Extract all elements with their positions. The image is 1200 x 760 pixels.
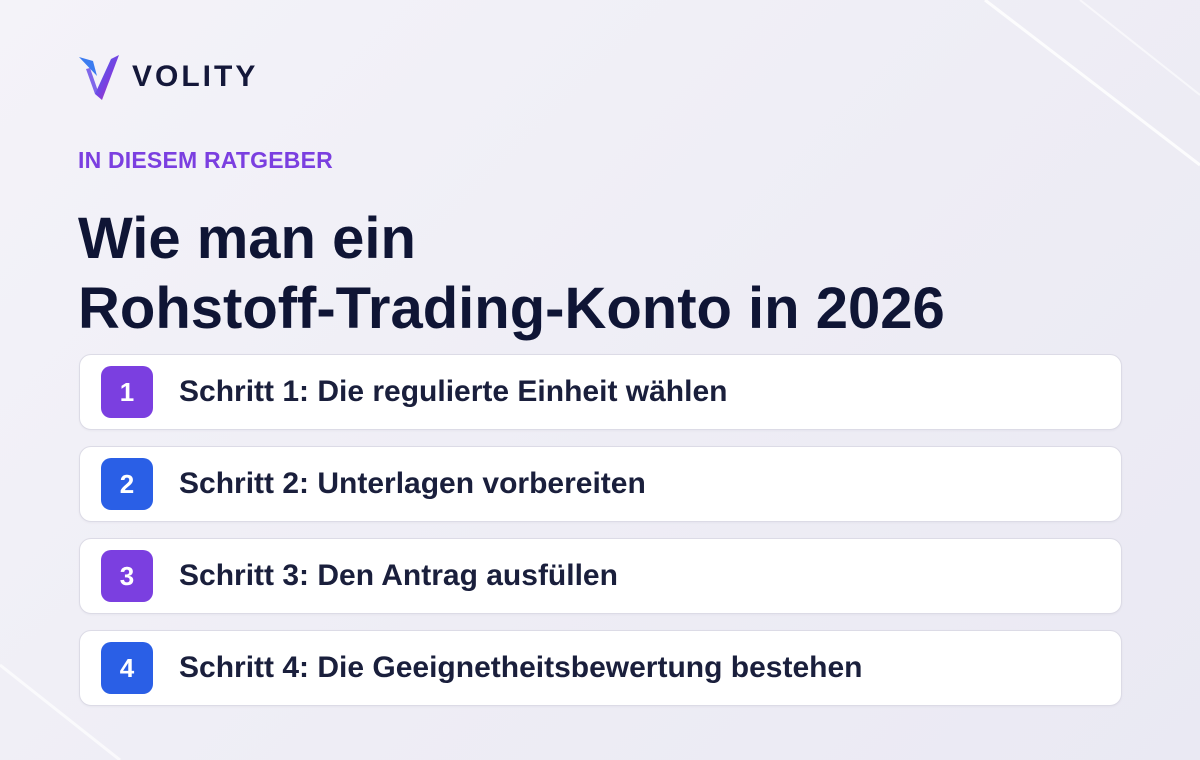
- step-item-2[interactable]: 2 Schritt 2: Unterlagen vorbereiten: [79, 446, 1122, 522]
- step-label: Schritt 3: Den Antrag ausfüllen: [179, 559, 618, 592]
- step-number-badge: 3: [101, 550, 153, 602]
- step-item-4[interactable]: 4 Schritt 4: Die Geeignetheitsbewertung …: [79, 630, 1122, 706]
- step-number-badge: 2: [101, 458, 153, 510]
- step-label: Schritt 2: Unterlagen vorbereiten: [179, 467, 646, 500]
- brand-name: VOLITY: [132, 60, 259, 93]
- brand-logo[interactable]: VOLITY: [78, 54, 258, 100]
- steps-list: 1 Schritt 1: Die regulierte Einheit wähl…: [79, 354, 1122, 722]
- section-eyebrow: IN DIESEM RATGEBER: [78, 147, 333, 173]
- step-item-1[interactable]: 1 Schritt 1: Die regulierte Einheit wähl…: [79, 354, 1122, 430]
- step-number-badge: 4: [101, 642, 153, 694]
- page-title-line-2: Rohstoff-Trading-Konto in 2026: [78, 276, 945, 341]
- page-title: Wie man ein Rohstoff-Trading-Konto in 20…: [78, 204, 1158, 344]
- step-number-badge: 1: [101, 366, 153, 418]
- page-title-line-1: Wie man ein: [78, 206, 416, 271]
- step-item-3[interactable]: 3 Schritt 3: Den Antrag ausfüllen: [79, 538, 1122, 614]
- step-label: Schritt 4: Die Geeignetheitsbewertung be…: [179, 651, 863, 684]
- step-label: Schritt 1: Die regulierte Einheit wählen: [179, 375, 728, 408]
- volity-v-logo-icon: [79, 55, 119, 100]
